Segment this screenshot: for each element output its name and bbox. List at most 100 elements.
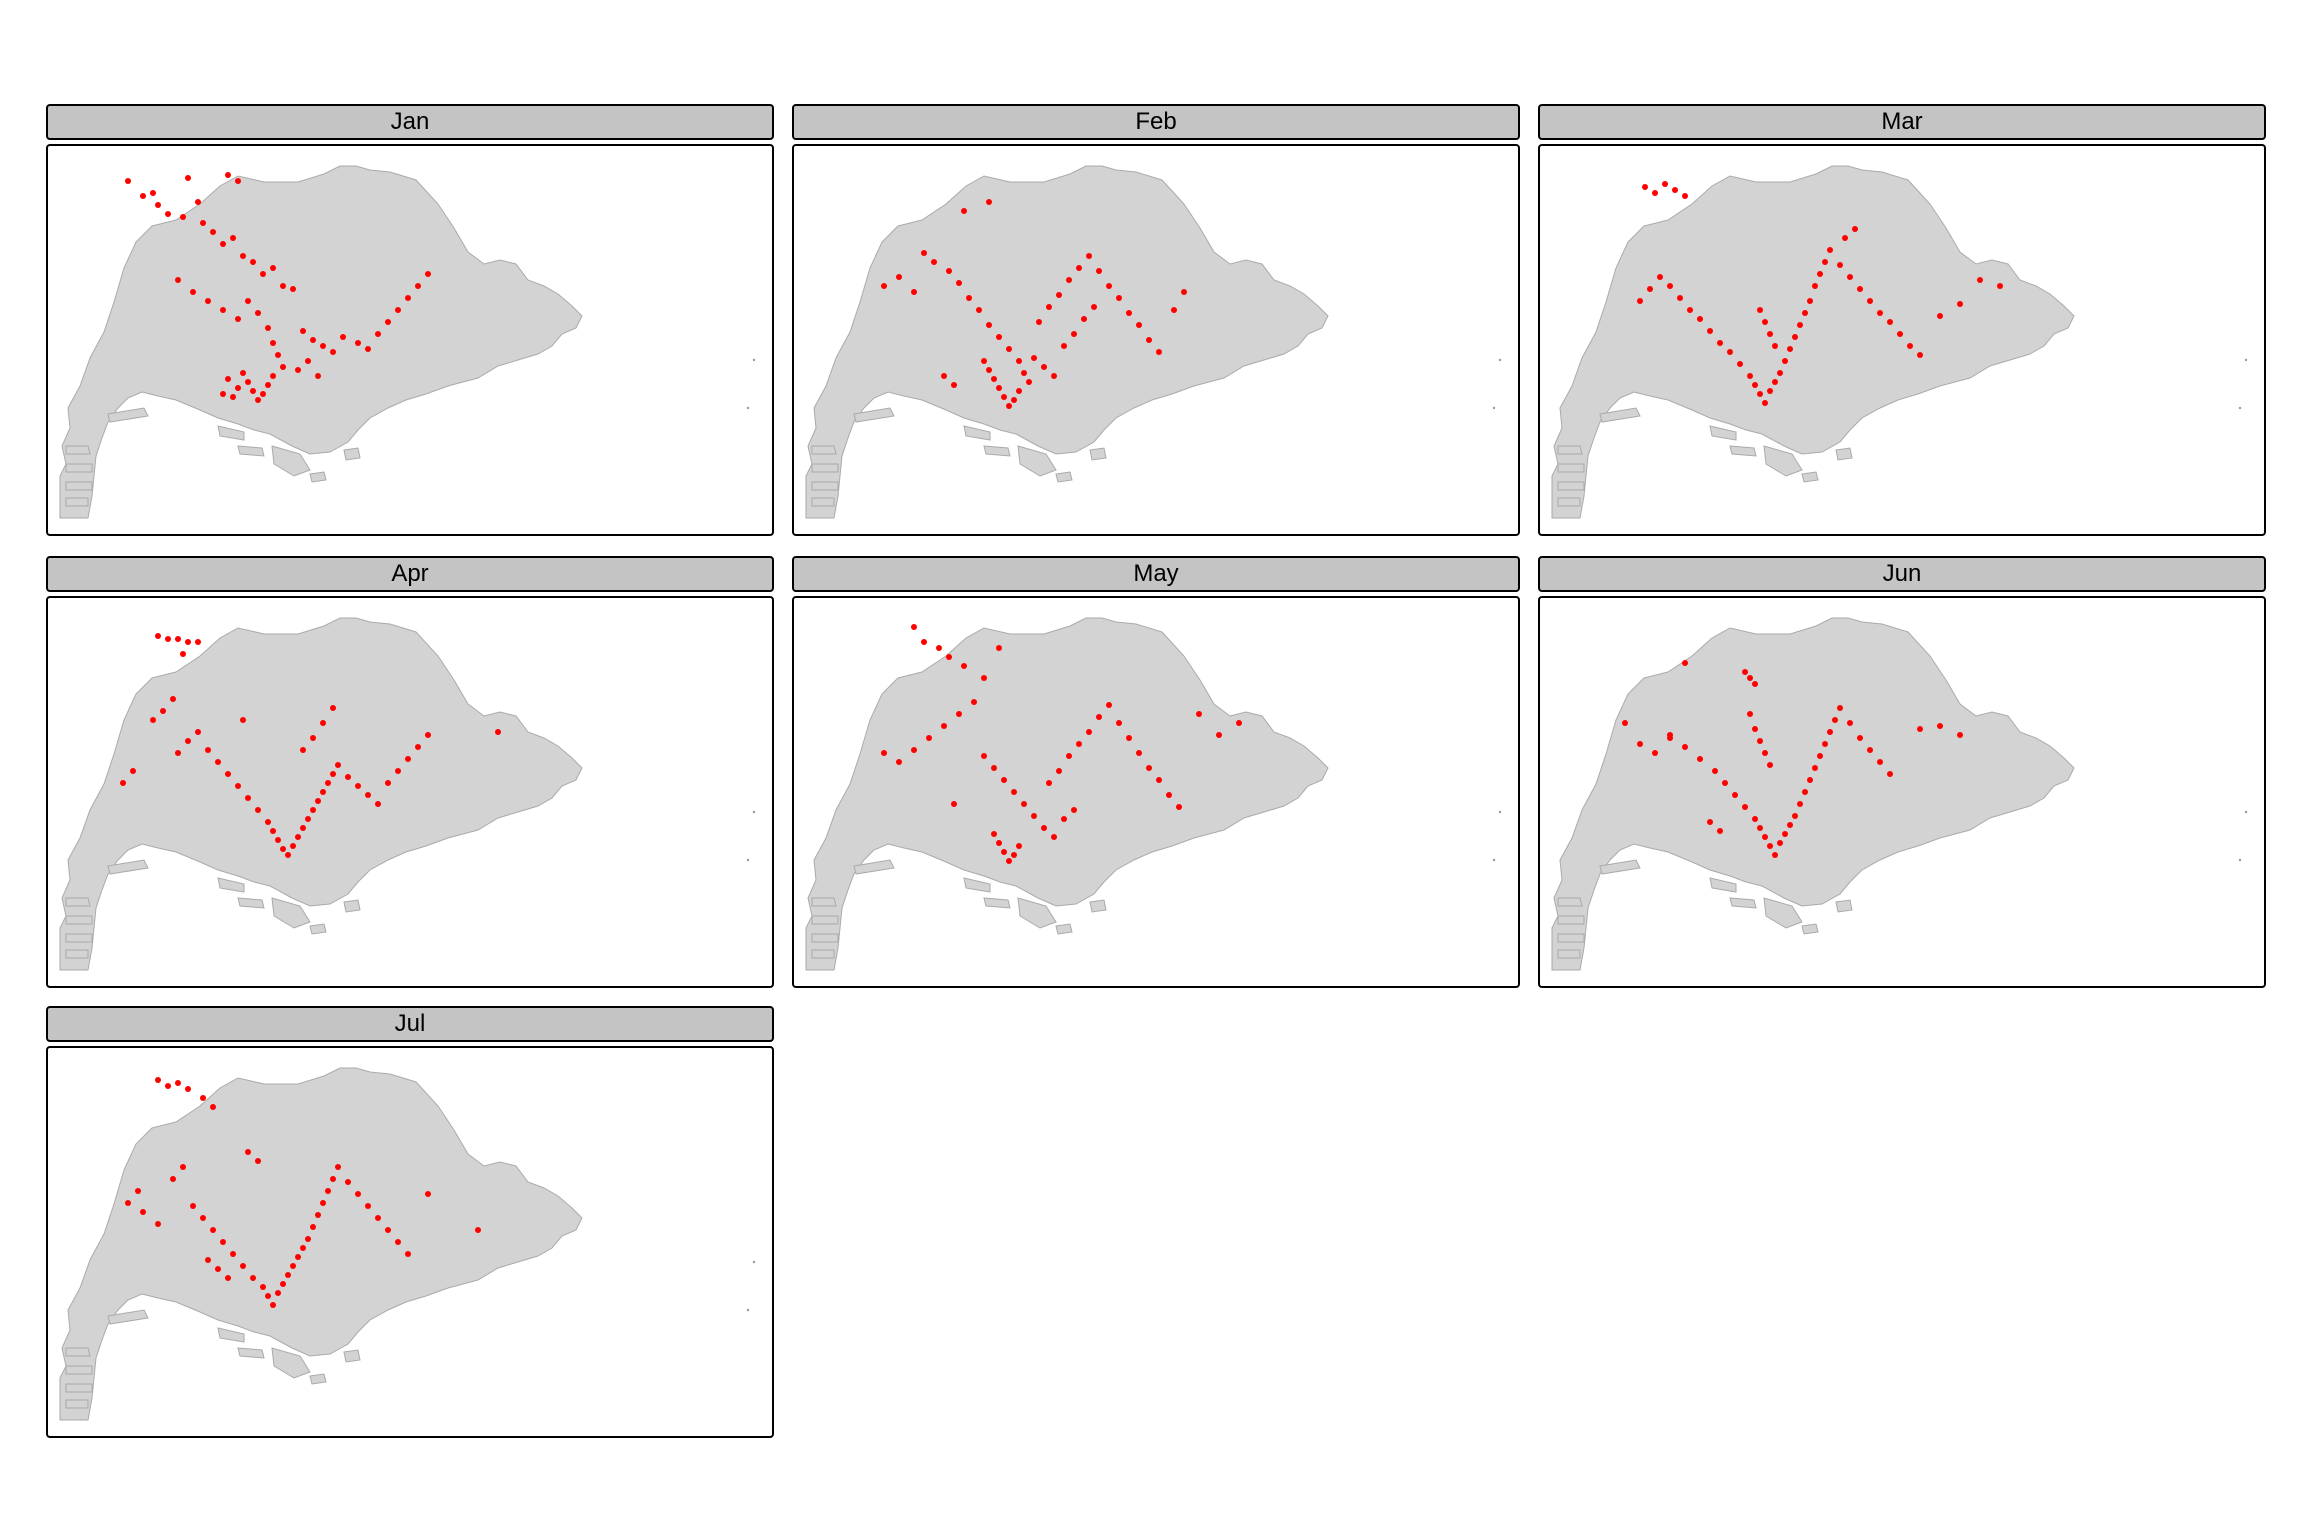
location-point	[1812, 765, 1818, 771]
offshore-island	[1835, 899, 1853, 913]
location-point	[1061, 816, 1067, 822]
map-frame	[1538, 144, 2266, 536]
location-point	[320, 720, 326, 726]
offshore-island	[811, 445, 837, 455]
location-point	[911, 624, 917, 630]
offshore-island	[1763, 897, 1803, 929]
location-point	[966, 295, 972, 301]
facet-panel: Jan	[46, 104, 774, 536]
location-point	[1156, 349, 1162, 355]
location-point	[240, 253, 246, 259]
location-point	[1667, 735, 1673, 741]
location-point	[991, 376, 997, 382]
location-point	[1827, 247, 1833, 253]
location-point	[1076, 741, 1082, 747]
location-point	[1657, 274, 1663, 280]
location-point	[315, 1212, 321, 1218]
facet-panel: Apr	[46, 556, 774, 988]
offshore-island	[1557, 445, 1583, 455]
offshore-island	[811, 497, 835, 507]
offshore-island	[65, 949, 89, 959]
location-point	[1747, 373, 1753, 379]
map-canvas	[805, 165, 1502, 519]
location-point	[1096, 714, 1102, 720]
location-point	[1707, 328, 1713, 334]
location-point	[1146, 337, 1152, 343]
offshore-island	[1557, 497, 1581, 507]
location-point	[1001, 394, 1007, 400]
location-point	[1917, 726, 1923, 732]
facet-panel: Jul	[46, 1006, 774, 1438]
location-point	[1852, 226, 1858, 232]
location-point	[320, 343, 326, 349]
location-point	[325, 1188, 331, 1194]
offshore-island	[1089, 447, 1107, 461]
location-point	[200, 1095, 206, 1101]
location-point	[1832, 717, 1838, 723]
location-point	[1937, 723, 1943, 729]
location-point	[295, 834, 301, 840]
location-point	[275, 837, 281, 843]
location-point	[1887, 771, 1893, 777]
location-point	[1737, 361, 1743, 367]
location-point	[275, 1290, 281, 1296]
island-landmass	[59, 1067, 583, 1421]
location-point	[1672, 187, 1678, 193]
location-point	[185, 639, 191, 645]
location-point	[1216, 732, 1222, 738]
offshore-island	[309, 471, 327, 483]
location-point	[1782, 831, 1788, 837]
location-point	[155, 633, 161, 639]
offshore-island	[1017, 445, 1057, 477]
location-point	[981, 753, 987, 759]
offshore-island	[107, 407, 149, 423]
island-landmass	[805, 617, 1329, 971]
offshore-island	[1557, 897, 1583, 907]
distant-islet	[2244, 358, 2248, 362]
location-point	[1747, 675, 1753, 681]
island-landmass	[1551, 617, 2075, 971]
location-point	[295, 1254, 301, 1260]
island-landmass	[805, 165, 1329, 519]
location-point	[375, 331, 381, 337]
location-point	[300, 825, 306, 831]
location-point	[971, 699, 977, 705]
distant-islet	[746, 858, 750, 862]
location-point	[1091, 304, 1097, 310]
location-point	[896, 759, 902, 765]
location-point	[1176, 804, 1182, 810]
location-point	[1016, 388, 1022, 394]
location-point	[185, 738, 191, 744]
location-point	[260, 271, 266, 277]
location-point	[125, 1200, 131, 1206]
location-point	[1752, 726, 1758, 732]
location-point	[305, 816, 311, 822]
location-point	[265, 325, 271, 331]
location-point	[175, 277, 181, 283]
location-point	[1106, 702, 1112, 708]
location-point	[1116, 720, 1122, 726]
location-point	[215, 759, 221, 765]
location-point	[1016, 358, 1022, 364]
location-point	[225, 771, 231, 777]
distant-islet	[2238, 858, 2242, 862]
location-point	[911, 289, 917, 295]
location-point	[1867, 747, 1873, 753]
location-point	[330, 705, 336, 711]
location-point	[225, 376, 231, 382]
location-point	[1907, 343, 1913, 349]
offshore-island	[811, 933, 839, 943]
location-point	[1767, 388, 1773, 394]
location-point	[220, 1239, 226, 1245]
location-point	[1887, 319, 1893, 325]
location-point	[310, 1224, 316, 1230]
location-point	[425, 1191, 431, 1197]
location-point	[165, 1083, 171, 1089]
location-point	[475, 1227, 481, 1233]
location-point	[1827, 729, 1833, 735]
map-canvas	[59, 165, 756, 519]
location-point	[1847, 720, 1853, 726]
facet-strip-label: Mar	[1538, 104, 2266, 140]
location-point	[300, 1245, 306, 1251]
location-point	[1712, 768, 1718, 774]
